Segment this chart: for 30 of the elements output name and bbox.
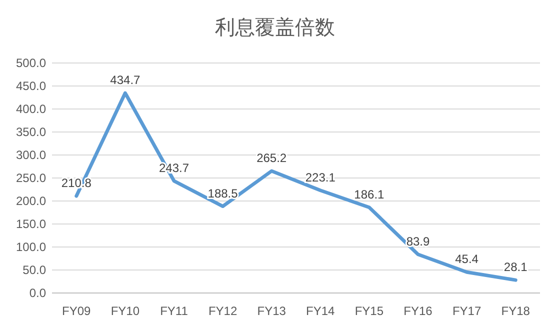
x-tick-label: FY11 xyxy=(160,304,188,318)
data-label: 265.2 xyxy=(256,151,287,166)
y-tick-label: 200.0 xyxy=(16,194,46,208)
y-tick-label: 350.0 xyxy=(16,125,46,139)
y-tick-label: 450.0 xyxy=(16,79,46,93)
x-tick-label: FY12 xyxy=(208,304,238,318)
data-label: 45.4 xyxy=(455,252,479,266)
y-tick-label: 100.0 xyxy=(16,240,46,254)
y-tick-label: 0.0 xyxy=(29,286,46,300)
data-label: 28.1 xyxy=(504,260,528,274)
x-tick-label: FY13 xyxy=(257,304,286,318)
chart-title: 利息覆盖倍数 xyxy=(215,16,335,39)
y-tick-label: 300.0 xyxy=(16,148,46,162)
data-label: 223.1 xyxy=(305,170,336,184)
data-label: 186.1 xyxy=(354,187,385,202)
y-tick-label: 250.0 xyxy=(16,171,46,185)
y-tick-label: 400.0 xyxy=(16,102,46,116)
data-label: 83.9 xyxy=(406,234,430,248)
y-tick-label: 500.0 xyxy=(16,56,46,70)
x-tick-label: FY18 xyxy=(501,304,530,318)
x-tick-label: FY14 xyxy=(306,304,336,318)
x-tick-label: FY17 xyxy=(452,304,482,318)
y-tick-label: 150.0 xyxy=(16,217,46,231)
x-tick-label: FY10 xyxy=(110,304,140,318)
data-label: 434.7 xyxy=(110,73,141,88)
x-tick-label: FY15 xyxy=(354,304,384,318)
x-tick-label: FY16 xyxy=(404,304,433,318)
data-label: 188.5 xyxy=(208,186,238,200)
y-tick-label: 50.0 xyxy=(22,263,46,277)
x-tick-label: FY09 xyxy=(62,304,92,318)
